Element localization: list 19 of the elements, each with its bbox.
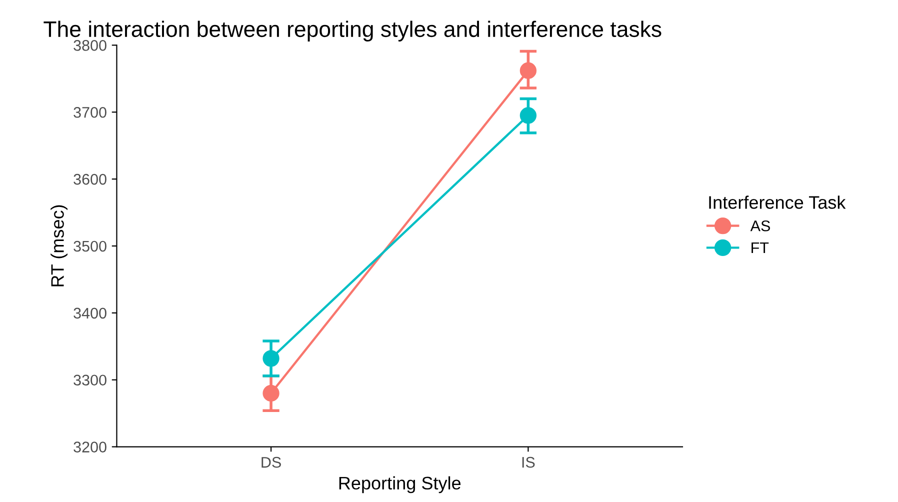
y-tick-label: 3300	[74, 374, 106, 386]
point	[520, 62, 537, 79]
y-tick-label: 3800	[74, 40, 106, 51]
y-tick-label: 3200	[74, 442, 106, 452]
x-axis-title: Reporting Style	[339, 476, 461, 494]
y-axis-title: RT (msec)	[50, 205, 68, 286]
legend-title: Interference Task	[709, 196, 846, 209]
y-tick-label: 3600	[74, 174, 106, 185]
y-tick-label: 3700	[74, 106, 106, 118]
y-tick-label: 3400	[74, 308, 106, 319]
x-tick-label: DS	[262, 456, 281, 468]
point	[262, 384, 280, 402]
point	[520, 107, 537, 124]
y-tick-label: 3500	[74, 240, 106, 252]
legend-label: FT	[752, 242, 769, 254]
point	[262, 350, 280, 367]
x-tick-label: IS	[522, 456, 535, 468]
legend-label: AS	[750, 220, 770, 232]
chart-title: The interaction between reporting styles and interference tasks	[44, 20, 662, 42]
